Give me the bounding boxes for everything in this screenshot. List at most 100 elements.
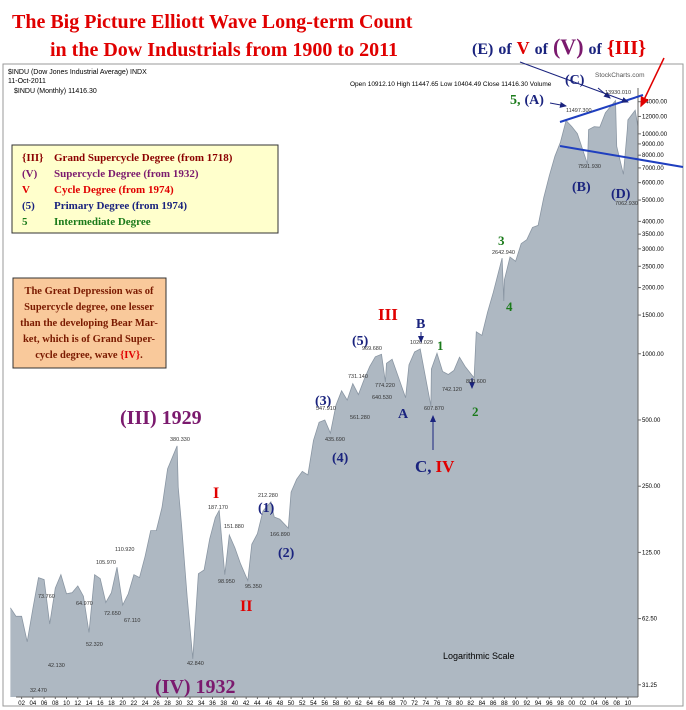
x-tick-label: 64 xyxy=(366,701,373,707)
legend-text: Grand Supercycle Degree (from 1718) xyxy=(54,152,233,164)
price-label: 98.950 xyxy=(218,579,235,585)
price-label: 380.330 xyxy=(170,437,190,443)
x-tick-label: 10 xyxy=(63,701,70,707)
wave-part: B xyxy=(416,317,425,332)
note-box xyxy=(12,277,167,369)
x-tick-label: 06 xyxy=(41,701,48,707)
note-line: than the developing Bear Mar- xyxy=(20,318,158,329)
wave-label: (C) xyxy=(565,73,585,88)
headline-part: {III} xyxy=(607,37,646,59)
plot: $INDU (Dow Jones Industrial Average) IND… xyxy=(8,34,684,707)
wave-part: (III) 1929 xyxy=(120,407,202,429)
y-tick-label: 8000.00 xyxy=(642,153,664,159)
legend-symbol: {III} xyxy=(22,152,44,164)
x-tick-label: 18 xyxy=(108,701,115,707)
x-tick-label: 90 xyxy=(512,701,519,707)
legend-symbol: V xyxy=(22,184,30,196)
x-tick-label: 62 xyxy=(355,701,362,707)
legend-text: Primary Degree (from 1974) xyxy=(54,200,187,212)
x-tick-label: 36 xyxy=(209,701,216,707)
headline-part: of xyxy=(535,41,549,58)
x-tick-label: 84 xyxy=(479,701,486,707)
price-label: 151.880 xyxy=(224,524,244,530)
y-tick-label: 9000.00 xyxy=(642,142,664,148)
x-tick-label: 04 xyxy=(591,701,598,707)
x-tick-label: 66 xyxy=(378,701,385,707)
y-tick-label: 14000.00 xyxy=(642,100,668,106)
legend-text: Cycle Degree (from 1974) xyxy=(54,184,174,196)
y-tick-label: 31.25 xyxy=(642,683,658,689)
x-tick-label: 92 xyxy=(524,701,531,707)
x-tick-label: 74 xyxy=(422,701,429,707)
legend-symbol: (V) xyxy=(22,168,38,180)
wave-label: (1) xyxy=(258,501,275,516)
x-tick-label: 14 xyxy=(86,701,93,707)
wave-part: A xyxy=(398,407,409,422)
wave-part: (2) xyxy=(278,546,295,561)
wave-label: II xyxy=(240,598,252,615)
trend-line xyxy=(559,94,644,123)
price-label: 13930.010 xyxy=(605,90,631,96)
wave-label: (4) xyxy=(332,451,349,466)
y-tick-label: 3000.00 xyxy=(642,247,664,253)
x-tick-label: 78 xyxy=(445,701,452,707)
note-line: cycle degree, wave {IV}. xyxy=(35,350,143,361)
headline-part: of xyxy=(589,41,603,58)
x-tick-label: 10 xyxy=(625,701,632,707)
price-label: 731.140 xyxy=(348,374,368,380)
price-label: 42.130 xyxy=(48,663,65,669)
wave-part: Logarithmic Scale xyxy=(443,651,515,661)
header-quote: Open 10912.10 High 11447.65 Low 10404.49… xyxy=(350,81,552,88)
wave-part: (4) xyxy=(332,451,349,466)
note-part: cycle degree, wave xyxy=(35,350,120,361)
x-tick-label: 60 xyxy=(344,701,351,707)
price-label: 547.910 xyxy=(316,406,336,412)
x-tick-label: 72 xyxy=(411,701,418,707)
wave-label: 5, (A) xyxy=(510,93,544,108)
wave-label: (B) xyxy=(572,180,591,195)
wave-label: Logarithmic Scale xyxy=(443,651,515,661)
price-label: 32.470 xyxy=(30,688,47,694)
price-label: 212.280 xyxy=(258,493,278,499)
wave-part: (1) xyxy=(258,501,275,516)
wave-part: 4 xyxy=(506,299,513,314)
x-tick-label: 08 xyxy=(613,701,620,707)
x-tick-label: 20 xyxy=(119,701,126,707)
x-tick-label: 70 xyxy=(400,701,407,707)
price-label: 166.890 xyxy=(270,532,290,538)
price-label: 742.120 xyxy=(442,387,462,393)
y-tick-label: 4000.00 xyxy=(642,219,664,225)
note-line: The Great Depression was of xyxy=(24,286,154,297)
price-label: 435.690 xyxy=(325,437,345,443)
wave-part: C, xyxy=(415,457,432,476)
wave-label: A xyxy=(398,407,409,422)
price-label: 1020.029 xyxy=(410,340,433,346)
area-edge xyxy=(10,99,639,659)
y-tick-label: 5000.00 xyxy=(642,198,664,204)
wave-label: 1 xyxy=(437,338,444,353)
x-tick-label: 04 xyxy=(29,701,36,707)
x-tick-label: 86 xyxy=(490,701,497,707)
price-label: 7591.930 xyxy=(578,164,601,170)
wave-part: (B) xyxy=(572,180,591,195)
legend-text: Intermediate Degree xyxy=(54,216,151,228)
headline-part: V xyxy=(517,38,530,58)
price-label: 73.760 xyxy=(38,594,55,600)
note-part: {IV} xyxy=(120,350,140,361)
wave-part: III xyxy=(378,305,398,324)
headline-part: of xyxy=(498,41,512,58)
price-label: 187.170 xyxy=(208,505,228,511)
wave-part: IV xyxy=(436,457,456,476)
x-tick-label: 22 xyxy=(131,701,138,707)
legend-box xyxy=(11,144,279,234)
x-tick-label: 50 xyxy=(288,701,295,707)
wave-part: (5) xyxy=(352,334,369,349)
y-tick-label: 1000.00 xyxy=(642,352,664,358)
legend-symbol: (5) xyxy=(22,200,35,212)
area xyxy=(10,100,638,698)
chart-title: The Big Picture Elliott Wave Long-term C… xyxy=(12,11,413,33)
y-tick-label: 1500.00 xyxy=(642,313,664,319)
wave-label: (5) xyxy=(352,334,369,349)
price-label: 640.530 xyxy=(372,395,392,401)
arrow xyxy=(640,57,665,108)
